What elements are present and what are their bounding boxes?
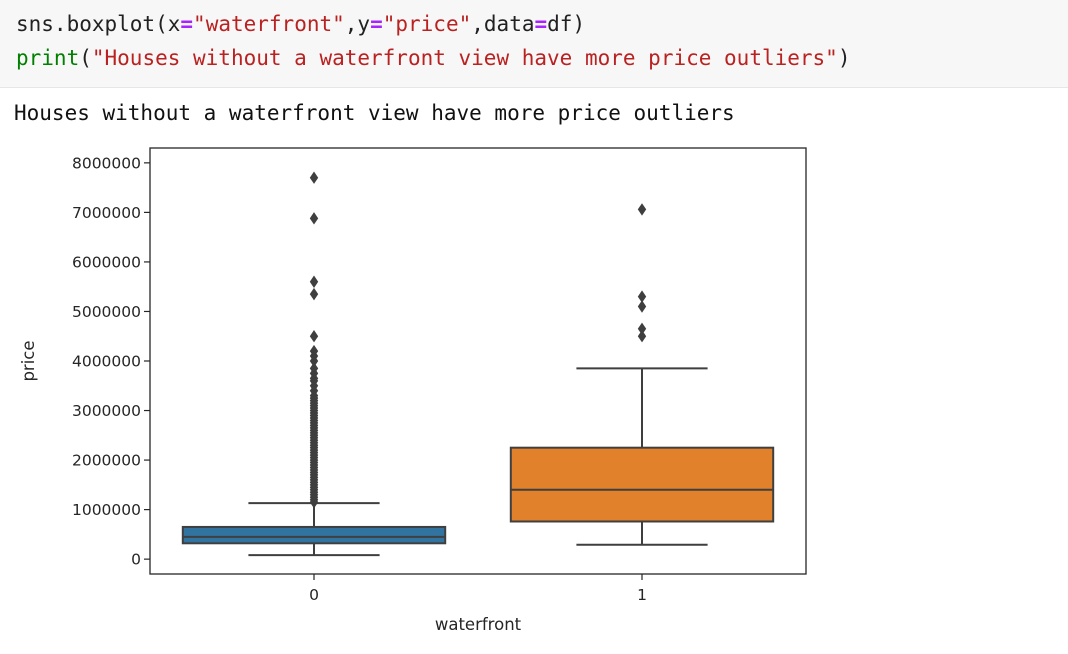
y-axis-label: price	[19, 340, 38, 381]
y-tick-label: 1000000	[72, 501, 141, 519]
x-tick-label: 0	[309, 586, 319, 604]
y-tick-label: 3000000	[72, 402, 141, 420]
code-string: "price"	[382, 12, 472, 36]
code-paren: )	[837, 46, 851, 70]
box-group-1	[509, 203, 775, 546]
x-tick-label: 1	[637, 586, 647, 604]
outlier-point	[309, 344, 319, 358]
code-string: "Houses without a waterfront view have m…	[91, 46, 838, 70]
y-tick-label: 2000000	[72, 452, 141, 470]
x-axis-label: waterfront	[435, 615, 522, 634]
code-string: "waterfront"	[193, 12, 345, 36]
y-tick-label: 6000000	[72, 253, 141, 271]
code-operator: =	[370, 12, 383, 36]
code-line-2: print("Houses without a waterfront view …	[16, 46, 850, 70]
outlier-point	[309, 275, 319, 288]
code-fn: sns.boxplot	[16, 12, 156, 36]
outlier-point	[309, 171, 319, 184]
outlier-point	[637, 322, 647, 336]
code-arg-key: data	[483, 12, 535, 36]
code-line-1: sns.boxplot(x="waterfront",y="price",dat…	[16, 12, 585, 36]
box-group-0	[181, 171, 447, 557]
code-builtin: print	[16, 46, 80, 70]
code-cell[interactable]: sns.boxplot(x="waterfront",y="price",dat…	[0, 0, 1068, 88]
y-tick-label: 7000000	[72, 204, 141, 222]
code-operator: =	[534, 12, 548, 36]
outlier-point	[309, 212, 319, 225]
code-arg-key: x	[167, 12, 181, 36]
outlier-point	[309, 362, 319, 375]
outlier-point	[637, 290, 647, 303]
code-comma: ,	[471, 12, 484, 36]
plot-frame	[149, 147, 807, 575]
code-paren: )	[572, 12, 586, 36]
boxes	[181, 171, 775, 557]
y-tick-label: 8000000	[72, 154, 141, 172]
code-paren: (	[155, 12, 168, 36]
y-tick-label: 0	[131, 551, 141, 569]
outlier-point	[637, 330, 647, 343]
y-tick-label: 4000000	[72, 353, 141, 371]
code-operator: =	[180, 12, 194, 36]
code-arg-value: df	[547, 12, 573, 36]
outlier-point	[309, 287, 319, 301]
outlier-point	[637, 203, 647, 216]
y-ticks: 0 1000000 2000000 3000000 4000000 5000000 6000…	[72, 154, 150, 569]
code-paren: (	[79, 46, 92, 70]
y-tick-label: 5000000	[72, 303, 141, 321]
outlier-point	[637, 300, 647, 313]
outlier-point	[309, 330, 319, 343]
code-arg-key: y	[357, 12, 371, 36]
iqr-box	[181, 525, 447, 545]
code-comma: ,	[344, 12, 358, 36]
cell-output-text: Houses without a waterfront view have mo…	[14, 101, 735, 125]
iqr-box	[509, 446, 775, 523]
